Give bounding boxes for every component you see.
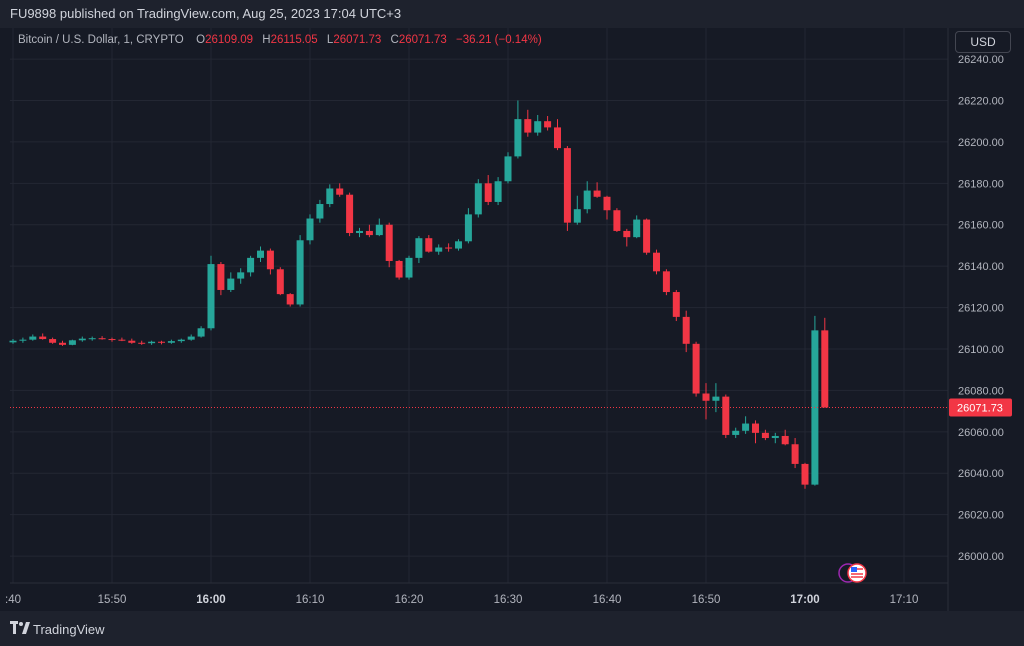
close-value: 26071.73 bbox=[398, 34, 447, 46]
tradingview-logo-icon[interactable] bbox=[10, 621, 30, 635]
publish-header: FU9898 published on TradingView.com, Aug… bbox=[0, 0, 1024, 28]
footer-bar: TradingView bbox=[0, 611, 1024, 646]
publish-info-text: FU9898 published on TradingView.com, Aug… bbox=[10, 6, 402, 21]
high-value: 26115.05 bbox=[270, 34, 318, 46]
low-label: L bbox=[326, 34, 334, 46]
high-label: H bbox=[262, 34, 271, 46]
low-value: 26071.73 bbox=[333, 34, 382, 46]
ohlc-legend: Bitcoin / U.S. Dollar, 1, CRYPTO O26109.… bbox=[18, 34, 548, 46]
open-value: 26109.09 bbox=[205, 34, 254, 46]
currency-button[interactable]: USD bbox=[955, 31, 1011, 53]
footer-brand[interactable]: TradingView bbox=[33, 622, 105, 637]
chart-area[interactable] bbox=[10, 28, 1014, 611]
close-label: C bbox=[390, 34, 399, 46]
open-label: O bbox=[196, 34, 206, 46]
change-value: −36.21 (−0.14%) bbox=[455, 34, 542, 46]
symbol-label[interactable]: Bitcoin / U.S. Dollar, 1, CRYPTO bbox=[18, 34, 184, 46]
